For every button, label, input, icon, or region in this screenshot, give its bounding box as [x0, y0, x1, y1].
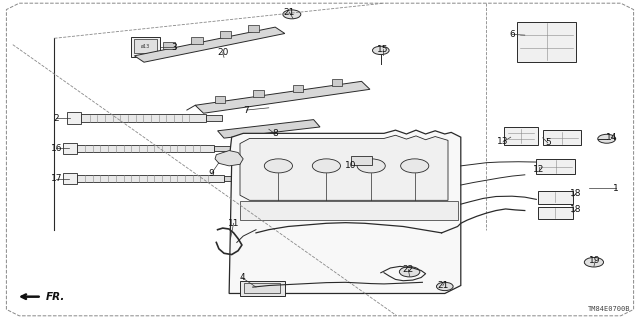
- Circle shape: [401, 159, 429, 173]
- Text: 15: 15: [377, 45, 388, 54]
- Text: 13: 13: [497, 137, 509, 146]
- Circle shape: [264, 159, 292, 173]
- Text: 1: 1: [613, 184, 618, 193]
- Text: 17: 17: [51, 174, 62, 183]
- Text: 19: 19: [589, 256, 601, 265]
- Circle shape: [436, 282, 453, 291]
- Bar: [240, 201, 458, 220]
- Text: 20: 20: [217, 48, 228, 57]
- Text: 21: 21: [437, 281, 449, 290]
- Bar: [63, 143, 77, 154]
- Bar: [538, 191, 573, 204]
- Text: 11: 11: [228, 219, 239, 228]
- Text: TM84E0700B: TM84E0700B: [588, 306, 630, 312]
- Bar: [163, 42, 175, 49]
- Text: 12: 12: [533, 165, 545, 174]
- Text: 9: 9: [209, 169, 214, 178]
- Bar: [517, 22, 576, 62]
- Polygon shape: [215, 151, 243, 166]
- Text: 8: 8: [273, 130, 278, 138]
- Text: ø13: ø13: [141, 44, 150, 49]
- Text: 2: 2: [54, 114, 59, 122]
- Bar: [536, 159, 575, 174]
- Bar: [248, 25, 259, 32]
- Bar: [224, 176, 240, 181]
- Circle shape: [399, 267, 420, 277]
- Text: 16: 16: [51, 144, 62, 153]
- Text: 3: 3: [172, 43, 177, 52]
- Bar: [332, 79, 342, 86]
- Text: 18: 18: [570, 189, 582, 198]
- Text: 7: 7: [244, 106, 249, 115]
- Bar: [214, 146, 230, 151]
- Polygon shape: [229, 130, 461, 293]
- Text: 22: 22: [403, 265, 414, 274]
- Text: 5: 5: [545, 138, 550, 147]
- Text: 21: 21: [284, 8, 295, 17]
- Bar: [220, 31, 231, 38]
- Circle shape: [357, 159, 385, 173]
- Bar: [131, 37, 160, 57]
- Circle shape: [312, 159, 340, 173]
- Bar: [67, 112, 81, 124]
- Polygon shape: [240, 135, 448, 200]
- Bar: [240, 281, 285, 296]
- Polygon shape: [195, 81, 370, 113]
- Bar: [206, 115, 222, 121]
- Polygon shape: [218, 120, 320, 138]
- Text: 6: 6: [509, 30, 515, 39]
- Text: 14: 14: [605, 133, 617, 142]
- Polygon shape: [134, 27, 285, 62]
- Bar: [63, 173, 77, 184]
- Text: 10: 10: [345, 161, 356, 170]
- Circle shape: [598, 134, 616, 143]
- Bar: [191, 37, 203, 44]
- Bar: [134, 39, 157, 53]
- Text: 18: 18: [570, 205, 582, 214]
- Bar: [293, 85, 303, 92]
- Bar: [215, 96, 225, 103]
- Text: FR.: FR.: [46, 292, 65, 302]
- Bar: [504, 127, 538, 145]
- Bar: [253, 91, 264, 98]
- Circle shape: [283, 10, 301, 19]
- Text: 4: 4: [239, 273, 244, 282]
- Bar: [77, 145, 214, 152]
- Bar: [538, 207, 573, 219]
- Bar: [77, 175, 224, 182]
- Bar: [81, 114, 206, 122]
- Bar: [244, 283, 280, 293]
- Bar: [351, 156, 372, 165]
- Circle shape: [372, 46, 389, 55]
- Circle shape: [584, 257, 604, 267]
- Bar: [543, 130, 581, 145]
